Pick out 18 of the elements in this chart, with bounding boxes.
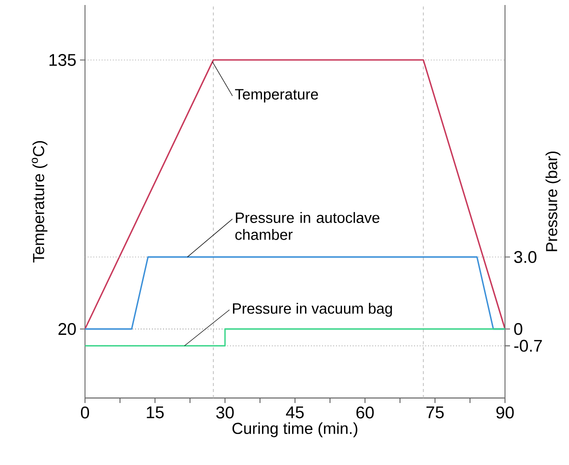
x-tick-label: 90	[496, 406, 514, 419]
x-tick-label: 0	[80, 406, 90, 419]
y2-tick-label: 3.0	[514, 251, 536, 263]
series-label: Pressure in autoclave chamber	[235, 212, 380, 240]
x-tick-label: 75	[426, 406, 444, 418]
series-label: Pressure in vacuum bag	[232, 302, 392, 317]
x-tick-label: 30	[216, 406, 234, 419]
x-tick-label: 60	[356, 406, 374, 419]
y2-axis-title: Pressure (bar)	[546, 152, 560, 252]
x-tick-label: 45	[286, 406, 304, 418]
x-tick-label: 15	[146, 406, 164, 418]
series-label: Temperature	[235, 89, 318, 103]
y2-tick-label: -0.7	[514, 340, 542, 352]
y-tick-label: 20	[58, 322, 76, 335]
y-tick-label: 135	[50, 54, 76, 66]
y-axis-title: Temperature ($^{o}$C)	[32, 141, 48, 263]
y2-tick-label: 0	[514, 323, 522, 335]
x-axis-title: Curing time (min.)	[232, 422, 358, 438]
